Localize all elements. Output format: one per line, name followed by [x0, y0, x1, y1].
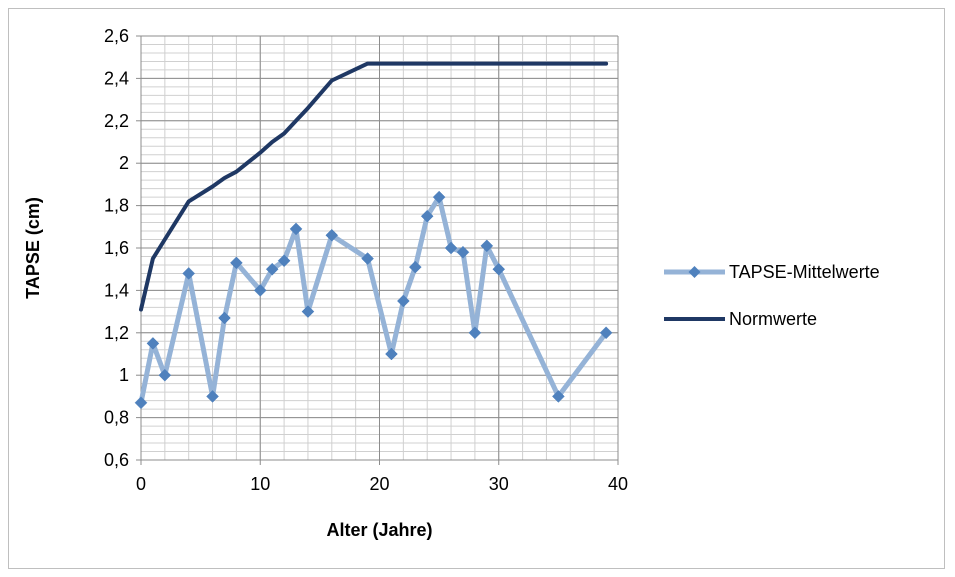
y-axis-ticks: 0,6 0,8 1 1,2 1,4 1,6 1,8 2 2,2 2,4 2,6: [104, 26, 141, 470]
legend-label: TAPSE-Mittelwerte: [729, 262, 880, 282]
data-point: [385, 347, 398, 361]
y-tick-label: 2,2: [104, 111, 129, 131]
data-point: [218, 311, 231, 325]
data-point: [468, 326, 482, 340]
y-tick-label: 2: [119, 153, 129, 173]
y-tick-label: 1,8: [104, 196, 129, 216]
y-tick-label: 1: [119, 365, 129, 385]
data-point: [408, 260, 422, 274]
line-chart: 0,60,811,21,41,61,822,22,42,6 0 10 20 30 40 …: [23, 26, 880, 540]
legend: TAPSE-Mittelwerte Normwerte: [664, 262, 880, 329]
series-layer: [134, 61, 613, 410]
data-point: [396, 294, 410, 308]
x-tick-label: 30: [489, 474, 509, 494]
legend-marker: [688, 266, 701, 278]
data-point: [289, 222, 303, 236]
x-axis-title: Alter (Jahre): [326, 520, 432, 540]
data-point: [277, 254, 291, 268]
data-point: [492, 262, 506, 276]
data-point: [480, 239, 494, 253]
y-axis-title: TAPSE (cm): [23, 197, 43, 299]
data-point: [325, 228, 339, 242]
y-tick-label: 2,4: [104, 68, 129, 88]
data-point: [456, 245, 470, 259]
legend-item: TAPSE-Mittelwerte: [664, 262, 880, 282]
y-tick-label: 1,4: [104, 280, 129, 300]
data-point: [158, 368, 172, 382]
data-point: [182, 267, 196, 280]
data-point: [134, 396, 148, 410]
data-point: [230, 256, 243, 270]
data-point: [206, 390, 219, 403]
x-tick-label: 0: [136, 474, 146, 494]
y-tick-label: 2,6: [104, 26, 129, 46]
data-point: [301, 305, 315, 318]
x-axis-ticks: 0 10 20 30 40: [136, 460, 628, 494]
x-tick-label: 20: [369, 474, 389, 494]
series-line: [139, 61, 609, 312]
y-tick-label: 1,2: [104, 323, 129, 343]
data-point: [146, 337, 160, 350]
data-point: [599, 326, 613, 340]
data-point: [265, 262, 279, 276]
legend-label: Normwerte: [729, 309, 817, 329]
legend-item: Normwerte: [664, 309, 817, 329]
data-point: [420, 209, 434, 223]
series-line: [138, 194, 609, 406]
x-tick-label: 10: [250, 474, 270, 494]
data-point: [444, 241, 458, 255]
data-point: [253, 284, 267, 297]
x-tick-label: 40: [608, 474, 628, 494]
chart-frame: 0,6 0,8 1 1,2 1,4 1,6 1,8 2 2,2 2,4 2,6 0 10 20 30 40 …: [8, 8, 945, 569]
data-point: [361, 252, 374, 265]
data-point: [552, 390, 565, 403]
y-tick-label: 1,6: [104, 238, 129, 258]
data-point: [432, 190, 446, 204]
y-tick-label: 0,6: [104, 450, 129, 470]
y-tick-label: 0,8: [104, 408, 129, 428]
